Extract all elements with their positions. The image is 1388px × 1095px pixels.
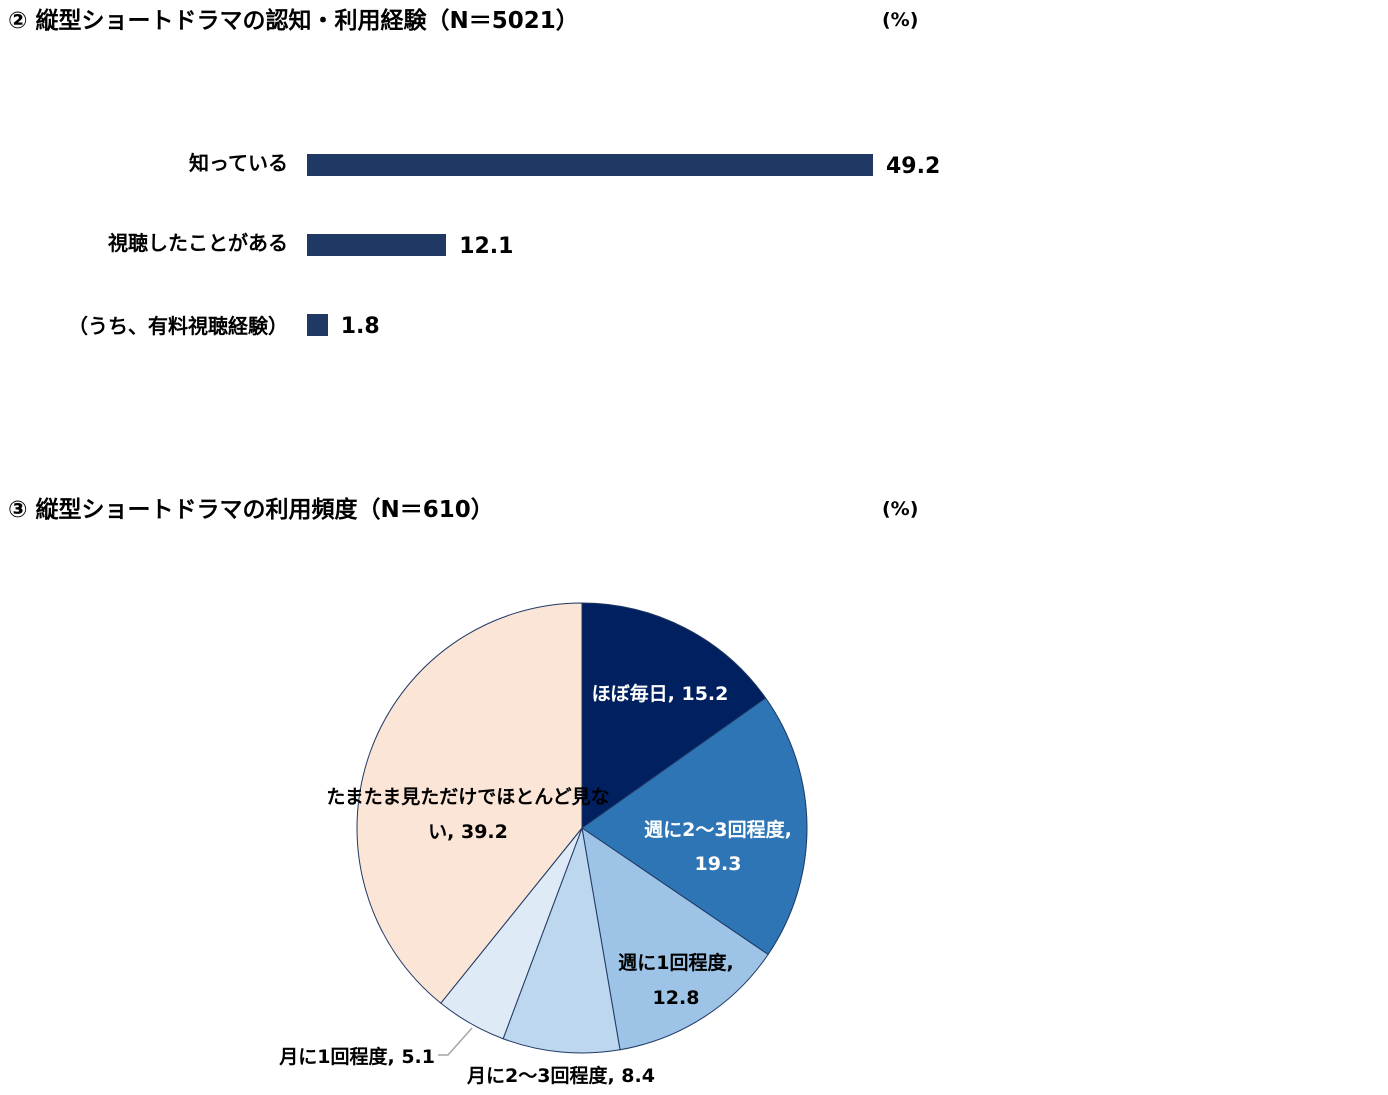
pie-chart-unit: (%) xyxy=(882,498,919,520)
pie-slice-label: 週に2～3回程度, 19.3 xyxy=(644,818,792,875)
pie-slice-label: 月に1回程度, 5.1 xyxy=(278,1045,435,1068)
pie-leader-line xyxy=(438,1027,473,1056)
bar-value-label: 49.2 xyxy=(886,154,941,179)
bar-label: 知っている xyxy=(189,151,288,175)
bar-label: （うち、有料視聴経験） xyxy=(68,314,288,338)
pie-slice xyxy=(581,602,767,829)
pie-slice xyxy=(581,697,808,956)
bar-value-label: 12.1 xyxy=(459,234,514,259)
pie-slice xyxy=(356,602,583,1004)
bar xyxy=(307,314,328,336)
pie-slice-label: 週に1回程度, 12.8 xyxy=(618,951,733,1009)
pie-slice xyxy=(581,826,769,1051)
bar-label: 視聴したことがある xyxy=(108,231,288,255)
bar-chart-unit: (%) xyxy=(882,9,919,31)
pie-slice xyxy=(502,826,621,1054)
bar-value-label: 1.8 xyxy=(340,314,380,339)
bar xyxy=(307,234,447,256)
bar-chart-title: ② 縦型ショートドラマの認知・利用経験（N＝5021） xyxy=(8,8,579,34)
pie-chart-title: ③ 縦型ショートドラマの利用頻度（N＝610） xyxy=(8,497,494,523)
pie-slice-label: たまたま見ただけでほとんど見ない, 39.2 xyxy=(326,786,609,843)
pie-slice-label: 月に2～3回程度, 8.4 xyxy=(466,1064,655,1087)
bar xyxy=(307,154,873,176)
pie-slice-label: ほぼ毎日, 15.2 xyxy=(592,682,729,705)
